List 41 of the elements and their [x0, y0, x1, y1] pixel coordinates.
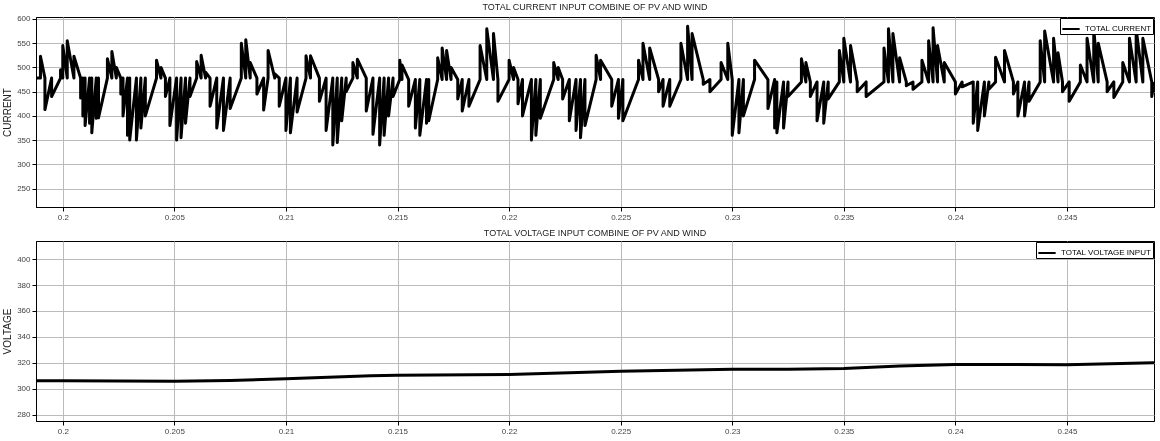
x-tick-label: 0.205: [164, 426, 186, 436]
x-tick-label: 0.215: [387, 426, 409, 436]
x-tick-label: 0.22: [501, 212, 518, 222]
x-tick-label: 0.205: [164, 212, 186, 222]
legend-label: TOTAL VOLTAGE INPUT: [1061, 248, 1151, 257]
x-tick-label: 0.235: [834, 212, 855, 222]
y-tick-label: 360: [17, 306, 32, 316]
x-tick-label: 0.215: [387, 212, 409, 222]
y-tick-label: 300: [17, 159, 32, 169]
x-tick-label: 0.21: [278, 426, 295, 436]
y-axis-title: CURRENT: [2, 88, 14, 137]
y-tick-label: 350: [17, 135, 32, 145]
y-tick-label: 380: [17, 280, 32, 290]
chart-title: TOTAL CURRENT INPUT COMBINE OF PV AND WIND: [482, 1, 709, 12]
y-tick-label: 450: [17, 87, 32, 97]
x-tick-label: 0.245: [1057, 212, 1079, 222]
y-tick-label: 340: [17, 332, 32, 342]
y-tick-label: 280: [17, 410, 32, 420]
y-tick-label: 550: [17, 38, 32, 48]
chart-title: TOTAL VOLTAGE INPUT COMBINE OF PV AND WIND: [483, 228, 707, 238]
x-tick-label: 0.235: [834, 426, 855, 436]
y-tick-label: 400: [17, 111, 32, 121]
x-tick-label: 0.245: [1057, 426, 1079, 436]
x-tick-label: 0.225: [611, 426, 632, 436]
x-tick-label: 0.2: [57, 212, 70, 222]
y-tick-label: 250: [17, 184, 32, 194]
x-tick-label: 0.225: [611, 212, 632, 222]
x-tick-label: 0.2: [57, 426, 70, 436]
y-tick-label: 400: [17, 254, 32, 264]
y-tick-label: 320: [17, 358, 32, 368]
x-tick-label: 0.22: [501, 426, 518, 436]
y-tick-label: 600: [17, 14, 32, 24]
y-axis-title: VOLTAGE: [2, 308, 14, 355]
legend-label: TOTAL CURRENT: [1085, 24, 1152, 33]
x-tick-label: 0.24: [948, 426, 965, 436]
x-tick-label: 0.23: [724, 212, 742, 222]
x-tick-label: 0.21: [278, 212, 295, 222]
x-tick-label: 0.24: [948, 212, 965, 222]
y-tick-label: 300: [17, 384, 32, 394]
x-tick-label: 0.23: [724, 426, 742, 436]
y-tick-label: 500: [17, 62, 32, 72]
